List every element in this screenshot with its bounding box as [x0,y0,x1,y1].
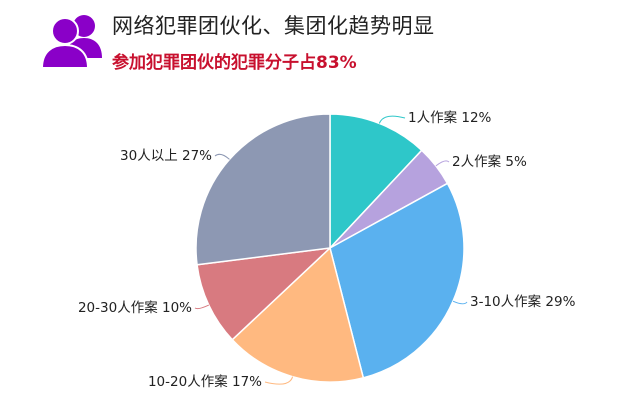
slice-label-1: 2人作案 5% [452,153,527,170]
slice-label-2: 3-10人作案 29% [470,293,576,310]
leader-line-2 [452,300,468,305]
pie-slice-0[interactable] [329,113,423,250]
pie-slice-2[interactable] [329,182,465,379]
people-icon [40,15,102,69]
slice-label-3: 10-20人作案 17% [148,373,262,390]
leader-line-4 [194,304,210,310]
leader-line-3 [264,376,294,385]
pie-slice-3[interactable] [231,246,365,383]
leader-line-5 [214,153,230,160]
leader-line-1 [435,160,450,167]
pie-slice-5[interactable] [195,113,331,266]
slice-label-4: 20-30人作案 10% [78,299,192,316]
page-title: 网络犯罪团伙化、集团化趋势明显 [112,14,435,38]
page-subtitle: 参加犯罪团伙的犯罪分子占83% [112,53,357,73]
slice-label-5: 30人以上 27% [120,148,212,164]
leader-line-0 [378,115,406,124]
header: 网络犯罪团伙化、集团化趋势明显 参加犯罪团伙的犯罪分子占83% [0,0,640,80]
pie-slice-4[interactable] [196,246,333,341]
slice-label-0: 1人作案 12% [408,109,492,126]
